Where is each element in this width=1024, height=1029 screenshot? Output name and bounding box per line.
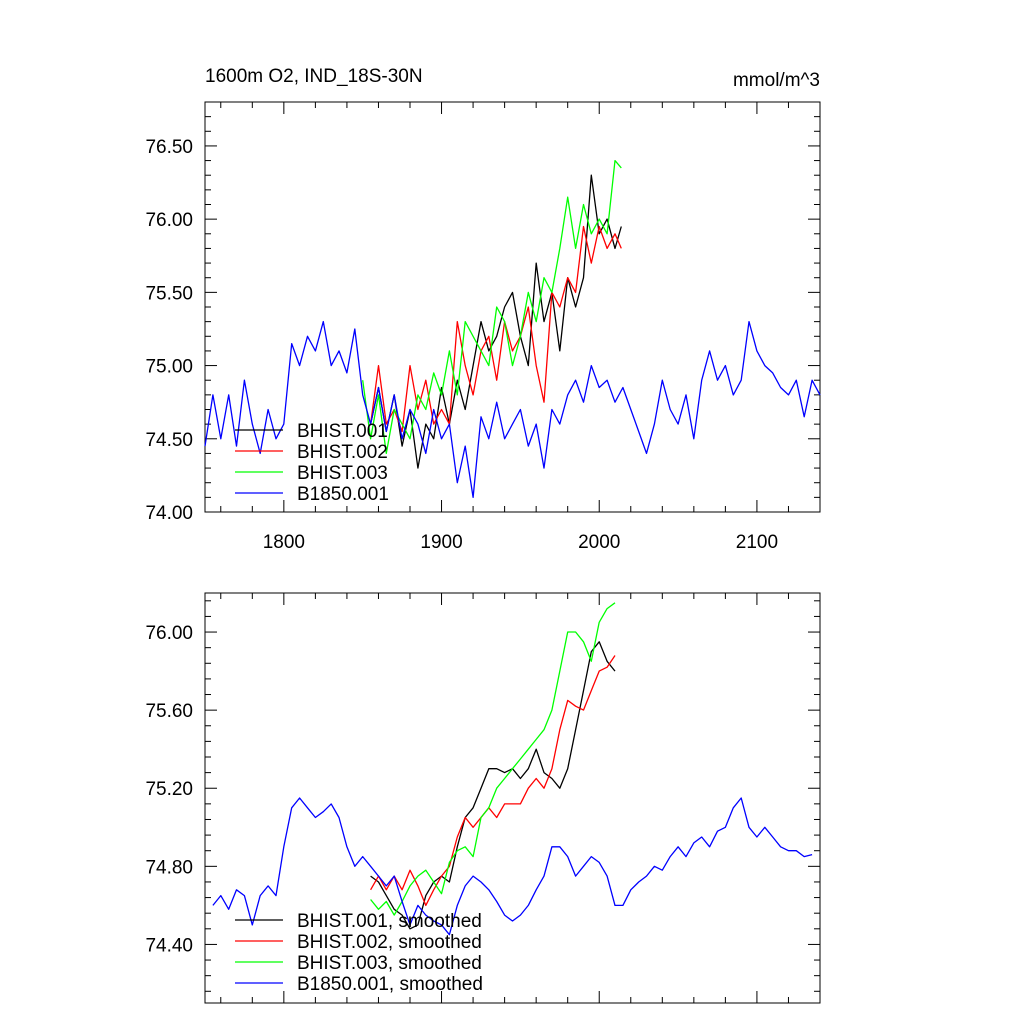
x-tick-label: 2100	[736, 532, 778, 553]
x-tick-label: 1800	[263, 532, 305, 553]
legend-label: B1850.001	[297, 484, 389, 505]
plot-frame	[204, 592, 821, 1004]
y-tick-label: 76.50	[145, 137, 193, 158]
bottom-axes: 74.40 74.80 75.20 75.60 76.00	[145, 592, 821, 1004]
y-tick-label: 75.20	[145, 779, 193, 800]
series-line-2	[369, 225, 622, 433]
y-tick-label: 75.60	[145, 701, 193, 722]
series-line-3	[370, 602, 616, 916]
legend-label: BHIST.001	[297, 421, 388, 442]
y-tick-label: 75.50	[145, 283, 193, 304]
x-tick-label: 2000	[578, 532, 620, 553]
y-tick-label: 75.00	[145, 357, 193, 378]
top-panel: 1600m O2, IND_18S-30N mmol/m^3 1800 1900 2…	[145, 66, 821, 553]
y-tick-label: 76.00	[145, 210, 193, 231]
units-label: mmol/m^3	[733, 70, 820, 91]
panel-title: 1600m O2, IND_18S-30N	[205, 66, 423, 87]
x-tick-label: 1900	[420, 532, 462, 553]
series-line-2	[370, 655, 616, 907]
y-tick-label: 74.80	[145, 857, 193, 878]
y-tick-label: 74.00	[145, 503, 193, 524]
series-line-3	[362, 159, 622, 455]
top-axes: 1800 1900 2000 2100 74.00 74.50 75.00 75.50 76.0…	[145, 101, 821, 553]
legend-label: BHIST.002, smoothed	[297, 932, 482, 953]
series-line-1	[369, 174, 622, 469]
series-line-4	[212, 797, 813, 936]
bottom-series-group	[212, 602, 813, 936]
top-series-group	[204, 159, 821, 499]
y-tick-label: 74.40	[145, 935, 193, 956]
legend-label: BHIST.001, smoothed	[297, 911, 482, 932]
bottom-panel: 74.40 74.80 75.20 75.60 76.00 BHIST.001, smo…	[145, 592, 821, 1004]
legend-label: BHIST.003	[297, 463, 388, 484]
series-line-4	[204, 320, 821, 499]
legend-label: B1850.001, smoothed	[297, 974, 483, 995]
y-tick-label: 74.50	[145, 430, 193, 451]
legend-label: BHIST.002	[297, 442, 388, 463]
legend-label: BHIST.003, smoothed	[297, 953, 482, 974]
series-line-1	[370, 641, 616, 930]
y-tick-label: 76.00	[145, 623, 193, 644]
